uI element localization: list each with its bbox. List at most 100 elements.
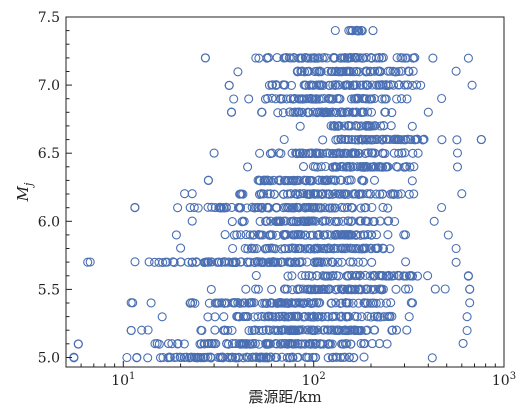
data-point [312,257,322,267]
data-point [126,325,136,336]
data-point [408,148,418,158]
data-point [262,216,272,226]
data-point [193,203,203,213]
data-point [167,339,177,349]
data-point [310,67,320,77]
data-point [233,312,243,322]
data-point [354,93,364,103]
data-point [173,339,183,349]
data-point [331,135,341,145]
data-point [325,203,335,213]
data-point [272,298,282,308]
data-point [346,202,356,212]
data-point [73,339,83,349]
data-point [463,271,473,281]
data-point [404,67,414,77]
data-point [203,352,213,362]
data-point [295,121,305,131]
data-point [196,325,206,335]
data-point [299,94,309,104]
data-point [200,339,210,349]
data-point [144,257,154,267]
data-point [157,312,167,322]
data-point [350,148,360,158]
data-point [375,298,385,308]
data-point [348,148,358,158]
data-point [350,135,360,145]
data-point [419,134,429,144]
data-point [220,230,230,240]
data-point [396,94,407,104]
data-point [324,339,334,349]
data-point [392,53,402,63]
data-point [310,352,320,363]
data-point [349,67,359,77]
data-point [186,298,196,308]
data-point [276,148,286,159]
data-point [303,107,313,117]
data-point [371,230,382,240]
data-point [359,298,369,308]
data-point [344,352,354,362]
data-point [350,284,360,294]
data-point [289,216,299,227]
data-point [303,53,313,63]
data-point [360,216,370,226]
data-point [328,80,338,90]
data-point [323,271,333,281]
data-point [381,94,391,104]
data-point [322,257,333,267]
data-point [451,66,461,76]
data-point [244,94,254,104]
data-point [358,80,368,90]
data-point [379,312,389,322]
data-point [275,216,285,226]
data-point [241,338,252,349]
data-point [143,353,153,363]
x-tick-label: 102 [302,371,326,389]
data-point [347,230,357,240]
data-point [264,230,274,240]
data-point [327,66,337,76]
data-point [347,135,357,145]
data-point [270,244,280,254]
data-point [396,135,406,145]
data-point [306,325,316,335]
data-point [319,325,329,335]
data-point [150,339,160,349]
data-point [347,284,357,294]
data-point [328,271,338,281]
data-point [363,107,373,117]
data-point [294,107,304,117]
data-point [383,203,393,213]
data-point [313,162,323,172]
data-point [248,230,258,240]
data-point [290,93,300,104]
data-point [336,352,346,362]
data-point [254,53,264,63]
data-point [378,271,388,281]
data-point [150,257,160,267]
data-point [228,298,238,308]
data-point [210,312,220,322]
data-point [403,80,413,90]
data-point [346,94,357,104]
y-tick-label: 7.0 [38,78,60,94]
data-point [397,148,407,158]
data-point [365,298,376,308]
data-point [369,94,379,104]
data-point [276,339,286,349]
data-point [299,189,309,199]
data-point [393,189,403,199]
data-point [452,135,462,145]
data-point [219,312,229,322]
data-point [304,271,314,281]
data-point [401,135,411,145]
data-point [354,298,364,308]
data-point [404,284,414,294]
data-point [358,175,368,185]
data-point [162,257,172,267]
data-point [408,53,419,63]
data-point [392,94,402,104]
data-point [381,298,392,308]
